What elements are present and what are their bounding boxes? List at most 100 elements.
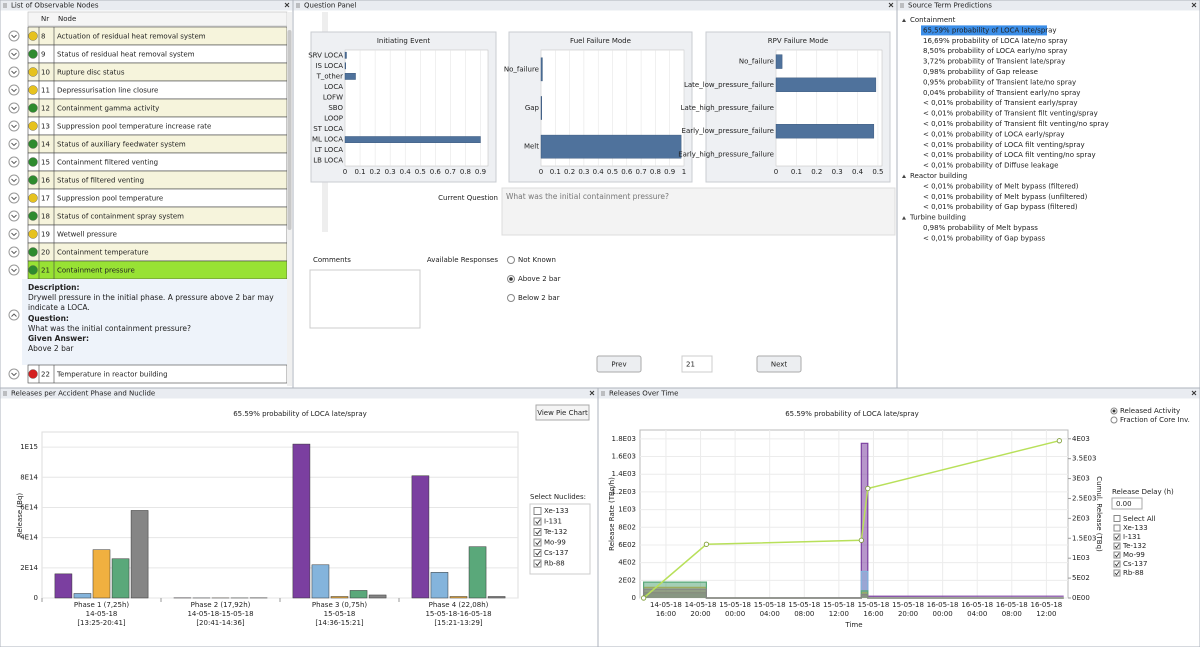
legend-label[interactable]: Rb-88 bbox=[544, 560, 565, 568]
panel-close-button[interactable] bbox=[888, 2, 894, 8]
expand-toggle[interactable] bbox=[8, 66, 20, 78]
expand-toggle[interactable] bbox=[8, 120, 20, 132]
panel-close-button[interactable] bbox=[1191, 2, 1197, 8]
node-number: 12 bbox=[41, 105, 50, 113]
legend-checkbox[interactable] bbox=[1113, 551, 1121, 559]
view-pie-label[interactable]: View Pie Chart bbox=[537, 409, 588, 417]
node-number-box[interactable] bbox=[681, 355, 713, 373]
expand-toggle[interactable] bbox=[8, 156, 20, 168]
x-tick-label: 0.4 bbox=[400, 168, 412, 176]
prev-button[interactable] bbox=[596, 355, 642, 373]
next-button-label[interactable]: Next bbox=[771, 361, 788, 369]
panel-close-button[interactable] bbox=[1191, 390, 1197, 396]
x-tick-label: 04:00 bbox=[967, 610, 987, 618]
tree-item[interactable]: 0,98% probability of Gap release bbox=[923, 68, 1038, 76]
expand-toggle[interactable] bbox=[8, 264, 20, 276]
release-rate-line bbox=[643, 588, 1064, 599]
y2-tick-label: 5E02 bbox=[1072, 574, 1090, 582]
response-option[interactable]: Above 2 bar bbox=[518, 275, 561, 283]
prev-button-label[interactable]: Prev bbox=[611, 361, 626, 369]
tree-item[interactable]: 16,69% probability of LOCA late/no spray bbox=[923, 37, 1068, 45]
legend-checkbox[interactable] bbox=[533, 517, 542, 526]
legend-label[interactable]: Rb-88 bbox=[1123, 569, 1144, 577]
panel-title: Releases Over Time bbox=[609, 390, 678, 398]
tree-item[interactable]: 0,04% probability of Transient early/no … bbox=[923, 89, 1080, 97]
tree-item[interactable]: < 0,01% probability of Gap bypass (filte… bbox=[923, 203, 1078, 211]
x-tick-label: 0 bbox=[539, 168, 543, 176]
select-all-label[interactable]: Select All bbox=[1123, 515, 1156, 523]
response-radio[interactable] bbox=[507, 256, 515, 264]
tree-item[interactable]: < 0,01% probability of Melt bypass (filt… bbox=[923, 182, 1079, 190]
tree-item[interactable]: < 0,01% probability of Transient filt ve… bbox=[923, 110, 1098, 118]
tree-item[interactable]: 3,72% probability of Transient late/spra… bbox=[923, 58, 1065, 66]
tree-item[interactable]: < 0,01% probability of Transient filt ve… bbox=[923, 120, 1109, 128]
legend-checkbox[interactable] bbox=[1113, 560, 1121, 568]
expand-toggle[interactable] bbox=[8, 84, 20, 96]
tree-expander[interactable] bbox=[902, 216, 906, 220]
panel-close-button[interactable] bbox=[589, 390, 595, 396]
expand-toggle[interactable] bbox=[8, 174, 20, 186]
expand-toggle[interactable] bbox=[8, 228, 20, 240]
expand-toggle[interactable] bbox=[8, 30, 20, 42]
question-label: Question: bbox=[28, 314, 69, 323]
legend-checkbox[interactable] bbox=[533, 507, 542, 515]
scrollbar-thumb[interactable] bbox=[287, 30, 292, 230]
expand-toggle[interactable] bbox=[8, 48, 20, 60]
plot-area bbox=[775, 49, 883, 167]
panel-close-button[interactable] bbox=[284, 2, 290, 8]
y-tick-label: SBO bbox=[328, 104, 343, 112]
legend-label[interactable]: Te-132 bbox=[1122, 542, 1146, 550]
expand-toggle[interactable] bbox=[8, 246, 20, 258]
legend-checkbox[interactable] bbox=[1113, 542, 1121, 550]
legend-checkbox[interactable] bbox=[1113, 524, 1121, 532]
view-pie-button[interactable] bbox=[535, 404, 590, 421]
comments-input[interactable] bbox=[309, 269, 421, 329]
legend-checkbox[interactable] bbox=[1113, 533, 1121, 541]
delay-input[interactable] bbox=[1111, 497, 1143, 510]
legend-label[interactable]: I-131 bbox=[1123, 533, 1141, 541]
tree-item[interactable]: < 0,01% probability of LOCA filt venting… bbox=[923, 151, 1096, 159]
legend-checkbox[interactable] bbox=[533, 528, 542, 536]
tree-item[interactable]: 8,50% probability of LOCA early/no spray bbox=[923, 47, 1067, 55]
tree-item[interactable]: < 0,01% probability of Gap bypass bbox=[923, 234, 1045, 242]
legend-checkbox[interactable] bbox=[1113, 515, 1121, 522]
legend-label[interactable]: I-131 bbox=[544, 518, 562, 526]
tree-item[interactable]: 0,98% probability of Melt bypass bbox=[923, 224, 1038, 232]
tree-expander[interactable] bbox=[902, 174, 906, 179]
x-tick-label: 0.5 bbox=[872, 168, 883, 176]
response-option[interactable]: Below 2 bar bbox=[518, 294, 560, 302]
bar bbox=[111, 558, 130, 599]
legend-checkbox[interactable] bbox=[533, 538, 542, 547]
next-button[interactable] bbox=[756, 355, 802, 373]
legend-label[interactable]: Cs-137 bbox=[1123, 560, 1147, 568]
tree-item[interactable]: 65,59% probability of LOCA late/spray bbox=[923, 26, 1057, 34]
response-option[interactable]: Not Known bbox=[518, 256, 556, 264]
legend-label[interactable]: Xe-133 bbox=[544, 507, 569, 515]
mode-option[interactable]: Fraction of Core Inv. bbox=[1120, 416, 1190, 424]
tree-item[interactable]: < 0,01% probability of Transient early/s… bbox=[923, 99, 1078, 107]
tree-item[interactable]: 0,95% probability of Transient late/no s… bbox=[923, 78, 1076, 86]
response-radio[interactable] bbox=[507, 294, 515, 302]
legend-label[interactable]: Cs-137 bbox=[544, 549, 568, 557]
legend-label[interactable]: Xe-133 bbox=[1123, 524, 1148, 532]
legend-checkbox[interactable] bbox=[533, 559, 542, 568]
expand-toggle[interactable] bbox=[8, 102, 20, 114]
tree-item[interactable]: < 0,01% probability of Melt bypass (unfi… bbox=[923, 193, 1088, 201]
legend-checkbox[interactable] bbox=[1113, 569, 1121, 577]
expand-toggle[interactable] bbox=[8, 138, 20, 150]
expand-toggle[interactable] bbox=[8, 210, 20, 222]
tree-item[interactable]: < 0,01% probability of LOCA filt venting… bbox=[923, 141, 1085, 149]
tree-item[interactable]: < 0,01% probability of Diffuse leakage bbox=[923, 162, 1058, 170]
legend-label[interactable]: Mo-99 bbox=[1123, 551, 1145, 559]
tree-item[interactable]: < 0,01% probability of LOCA early/spray bbox=[923, 130, 1064, 138]
legend-label[interactable]: Mo-99 bbox=[544, 539, 566, 547]
tree-expander[interactable] bbox=[902, 18, 906, 23]
mode-radio[interactable] bbox=[1110, 416, 1118, 424]
y-tick-label: 4E14 bbox=[20, 534, 38, 542]
mode-option[interactable]: Released Activity bbox=[1120, 407, 1180, 415]
legend-label[interactable]: Te-132 bbox=[543, 528, 567, 536]
expand-toggle[interactable] bbox=[8, 368, 20, 380]
expand-toggle[interactable] bbox=[8, 309, 20, 321]
expand-toggle[interactable] bbox=[8, 192, 20, 204]
legend-checkbox[interactable] bbox=[533, 549, 542, 557]
